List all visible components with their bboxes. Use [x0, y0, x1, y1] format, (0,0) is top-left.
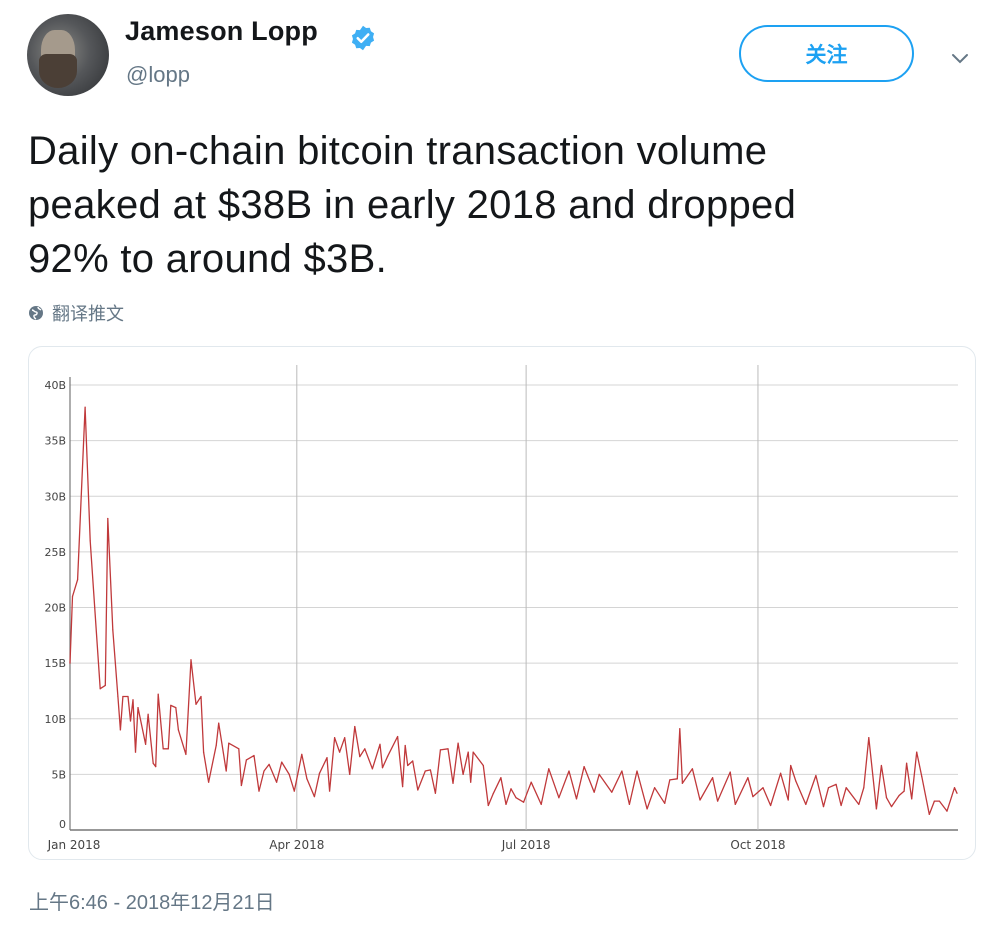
tweet-line: 92% to around $3B. [28, 237, 387, 281]
chart-card[interactable] [28, 346, 976, 860]
follow-button[interactable]: 关注 [739, 25, 914, 82]
translate-tweet-link[interactable]: 翻译推文 [28, 300, 124, 326]
tweet-line: Daily on-chain bitcoin transaction volum… [28, 129, 768, 173]
tweet-text: Daily on-chain bitcoin transaction volum… [28, 124, 978, 286]
translate-label: 翻译推文 [52, 304, 124, 324]
avatar-beard [39, 54, 77, 88]
tweet-timestamp[interactable]: 上午6:46 - 2018年12月21日 [29, 892, 275, 914]
user-name[interactable]: Jameson Lopp [125, 16, 318, 46]
globe-icon [29, 306, 43, 320]
user-handle[interactable]: @lopp [126, 62, 190, 87]
tweet-line: peaked at $38B in early 2018 and dropped [28, 183, 797, 227]
avatar[interactable] [27, 14, 109, 96]
verified-badge-icon [351, 25, 375, 51]
chevron-down-icon[interactable] [948, 46, 972, 70]
